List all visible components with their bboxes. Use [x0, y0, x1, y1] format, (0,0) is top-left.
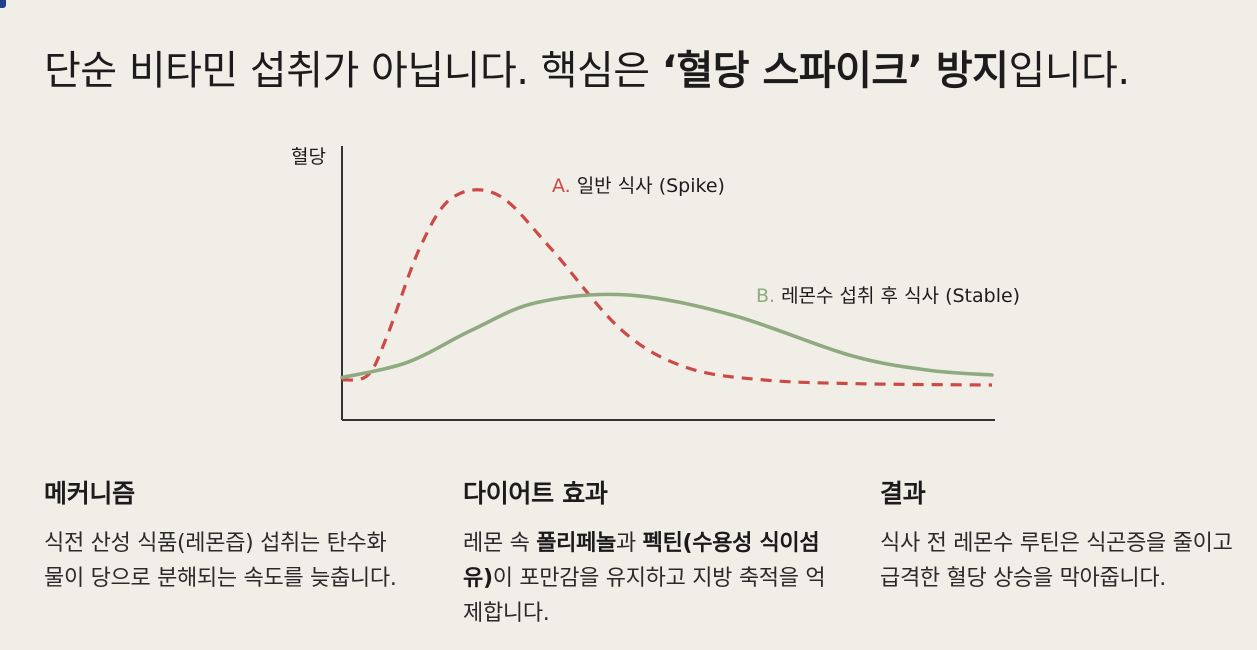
result-column: 결과 식사 전 레몬수 루틴은 식곤증을 줄이고 급격한 혈당 상승을 막아줍니… [880, 474, 1250, 596]
mechanism-text: 식전 산성 식품(레몬즙) 섭취는 탄수화물이 당으로 분해되는 속도를 늦춥니… [44, 531, 397, 591]
series-stable-label: B. 레몬수 섭취 후 식사 (Stable) [756, 285, 1020, 307]
diet-text-1: 레몬 속 [463, 531, 537, 556]
y-axis-label: 혈당 [291, 146, 326, 168]
result-title: 결과 [880, 479, 926, 508]
diet-effect-column: 다이어트 효과 레몬 속 폴리페놀과 펙틴(수용성 식이섬유)이 포만감을 유지… [463, 474, 843, 631]
series-spike-line [341, 188, 993, 387]
headline-part1: 단순 비타민 섭취가 아닙니다. 핵심은 [44, 48, 662, 94]
diet-effect-title: 다이어트 효과 [463, 479, 608, 508]
diet-text-2: 과 [615, 531, 643, 556]
chart-svg: 혈당 A. 일반 식사 (Spike) B. 레몬수 섭취 후 식사 (Stable… [291, 146, 1020, 421]
series-spike-label: A. 일반 식사 (Spike) [552, 175, 725, 197]
series-stable-text: 레몬수 섭취 후 식사 (Stable) [781, 285, 1020, 307]
diet-text-3: 이 포만감을 유지하고 지방 축적을 억제합니다. [463, 566, 826, 626]
series-spike-marker: A. [552, 175, 571, 197]
headline-part2: 입니다. [1008, 48, 1130, 94]
corner-mark [0, 0, 6, 8]
mechanism-title: 메커니즘 [44, 479, 135, 508]
blood-sugar-chart: 혈당 A. 일반 식사 (Spike) B. 레몬수 섭취 후 식사 (Stable… [270, 130, 1090, 440]
diet-effect-text: 레몬 속 폴리페놀과 펙틴(수용성 식이섬유)이 포만감을 유지하고 지방 축적… [463, 526, 843, 631]
headline-emphasis: ‘혈당 스파이크’ 방지 [661, 48, 1009, 94]
info-columns: 메커니즘 식전 산성 식품(레몬즙) 섭취는 탄수화물이 당으로 분해되는 속도… [0, 474, 1257, 644]
series-stable-line [340, 292, 994, 380]
diet-bold-polyphenol: 폴리페놀 [536, 531, 616, 556]
series-spike-text: 일반 식사 (Spike) [577, 175, 725, 197]
page-title: 단순 비타민 섭취가 아닙니다. 핵심은 ‘혈당 스파이크’ 방지입니다. [44, 38, 1244, 96]
diet-bold-pectin: 펙틴(수용성 식이섬유) [463, 531, 820, 591]
mechanism-column: 메커니즘 식전 산성 식품(레몬즙) 섭취는 탄수화물이 당으로 분해되는 속도… [44, 474, 404, 596]
result-text: 식사 전 레몬수 루틴은 식곤증을 줄이고 급격한 혈당 상승을 막아줍니다. [880, 531, 1233, 591]
series-stable-marker: B. [756, 285, 775, 307]
